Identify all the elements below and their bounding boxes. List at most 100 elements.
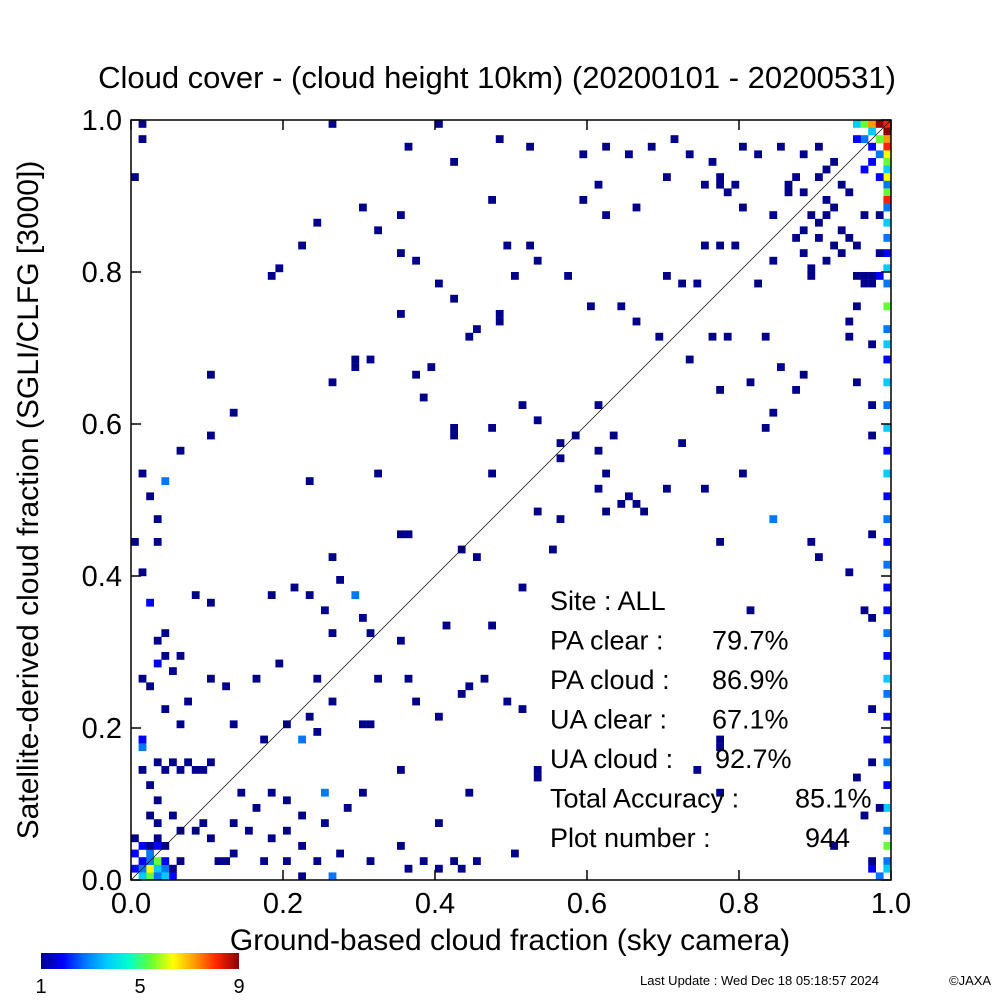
heatmap-cell xyxy=(868,158,876,166)
heatmap-cell xyxy=(815,218,823,227)
heatmap-cell xyxy=(556,439,565,447)
heatmap-cell xyxy=(883,355,891,364)
heatmap-cell xyxy=(131,849,139,858)
heatmap-cell xyxy=(153,842,162,850)
heatmap-cell xyxy=(161,477,170,485)
heatmap-cell xyxy=(298,811,306,820)
y-tick-label: 1.0 xyxy=(82,105,122,137)
heatmap-cell xyxy=(822,256,831,265)
heatmap-cell xyxy=(883,158,891,166)
heatmap-cell xyxy=(716,180,724,189)
heatmap-cell xyxy=(533,256,542,265)
heatmap-cell xyxy=(807,264,816,273)
heatmap-cell xyxy=(169,872,177,880)
heatmap-cell xyxy=(229,408,238,417)
heatmap-cell xyxy=(883,180,891,189)
heatmap-cell xyxy=(305,712,314,721)
heatmap-cell xyxy=(138,766,147,774)
heatmap-cell xyxy=(883,864,891,873)
heatmap-cell xyxy=(267,591,276,599)
heatmap-cell xyxy=(625,150,633,159)
heatmap-cell xyxy=(518,583,527,592)
heatmap-cell xyxy=(412,697,420,706)
heatmap-cell xyxy=(883,401,891,409)
heatmap-cell xyxy=(678,279,686,288)
heatmap-cell xyxy=(875,135,884,143)
heatmap-cell xyxy=(138,735,147,744)
heatmap-cell xyxy=(822,211,831,219)
plot-frame xyxy=(130,119,892,881)
heatmap-cell xyxy=(328,120,337,128)
heatmap-cell xyxy=(191,766,200,774)
heatmap-cell xyxy=(404,864,413,873)
heatmap-cell xyxy=(138,120,147,128)
heatmap-cell xyxy=(321,819,329,827)
heatmap-cell xyxy=(807,272,816,280)
heatmap-cell xyxy=(191,591,200,599)
heatmap-cell xyxy=(351,591,360,599)
heatmap-cell xyxy=(822,165,831,174)
stats-value: 79.7% xyxy=(712,626,789,656)
heatmap-cell xyxy=(853,120,861,121)
x-tick-label: 0.8 xyxy=(719,888,759,920)
heatmap-cell xyxy=(883,127,891,136)
heatmap-cell xyxy=(450,857,458,865)
heatmap-cell xyxy=(298,735,306,744)
heatmap-cell xyxy=(252,804,261,812)
heatmap-cell xyxy=(784,180,793,189)
heatmap-cell xyxy=(359,614,367,622)
heatmap-cell xyxy=(397,120,405,121)
heatmap-cell xyxy=(457,864,466,873)
heatmap-cell xyxy=(860,120,869,121)
heatmap-cell xyxy=(830,842,838,850)
heatmap-cell xyxy=(176,446,185,455)
heatmap-cell xyxy=(883,196,891,204)
heatmap-cell xyxy=(412,256,420,265)
heatmap-cell xyxy=(716,173,724,181)
heatmap-cell xyxy=(868,758,876,767)
heatmap-cell xyxy=(328,378,337,387)
heatmap-cell xyxy=(191,826,200,835)
heatmap-cell xyxy=(617,500,626,508)
heatmap-cell xyxy=(853,135,861,143)
heatmap-cell xyxy=(853,773,861,782)
heatmap-cell xyxy=(845,332,854,341)
heatmap-cell xyxy=(138,842,147,850)
y-tick-label: 0.0 xyxy=(82,865,122,897)
heatmap-cell xyxy=(716,386,724,394)
heatmap-cell xyxy=(716,735,724,744)
heatmap-cell xyxy=(138,857,147,865)
heatmap-cell xyxy=(138,872,147,880)
heatmap-cell xyxy=(860,811,869,820)
heatmap-cell xyxy=(450,431,458,440)
heatmap-cell xyxy=(754,150,762,159)
heatmap-cell xyxy=(860,272,869,280)
heatmap-cell xyxy=(305,120,314,121)
heatmap-cell xyxy=(207,598,215,607)
heatmap-cell xyxy=(594,180,603,189)
heatmap-cell xyxy=(465,788,474,797)
heatmap-cell xyxy=(868,120,876,128)
heatmap-cell xyxy=(837,180,846,189)
heatmap-cell xyxy=(298,842,306,850)
heatmap-cell xyxy=(875,804,884,812)
heatmap-cell xyxy=(457,690,466,698)
heatmap-cell xyxy=(678,439,686,447)
heatmap-cell xyxy=(153,864,162,873)
heatmap-cell xyxy=(533,766,542,774)
heatmap-cell xyxy=(868,279,876,288)
stats-label: PA clear : xyxy=(550,626,664,656)
heatmap-cell xyxy=(252,674,261,683)
heatmap-cell xyxy=(883,249,891,257)
heatmap-cell xyxy=(146,598,154,607)
heatmap-cell xyxy=(495,317,504,326)
heatmap-cell xyxy=(146,849,154,858)
heatmap-cell xyxy=(146,811,154,820)
heatmap-cell xyxy=(883,492,891,501)
heatmap-cell xyxy=(138,674,147,683)
heatmap-cell xyxy=(267,272,276,280)
heatmap-cell xyxy=(868,401,876,409)
heatmap-cell xyxy=(701,484,709,493)
heatmap-cell xyxy=(701,241,709,250)
heatmap-cell xyxy=(807,211,816,219)
